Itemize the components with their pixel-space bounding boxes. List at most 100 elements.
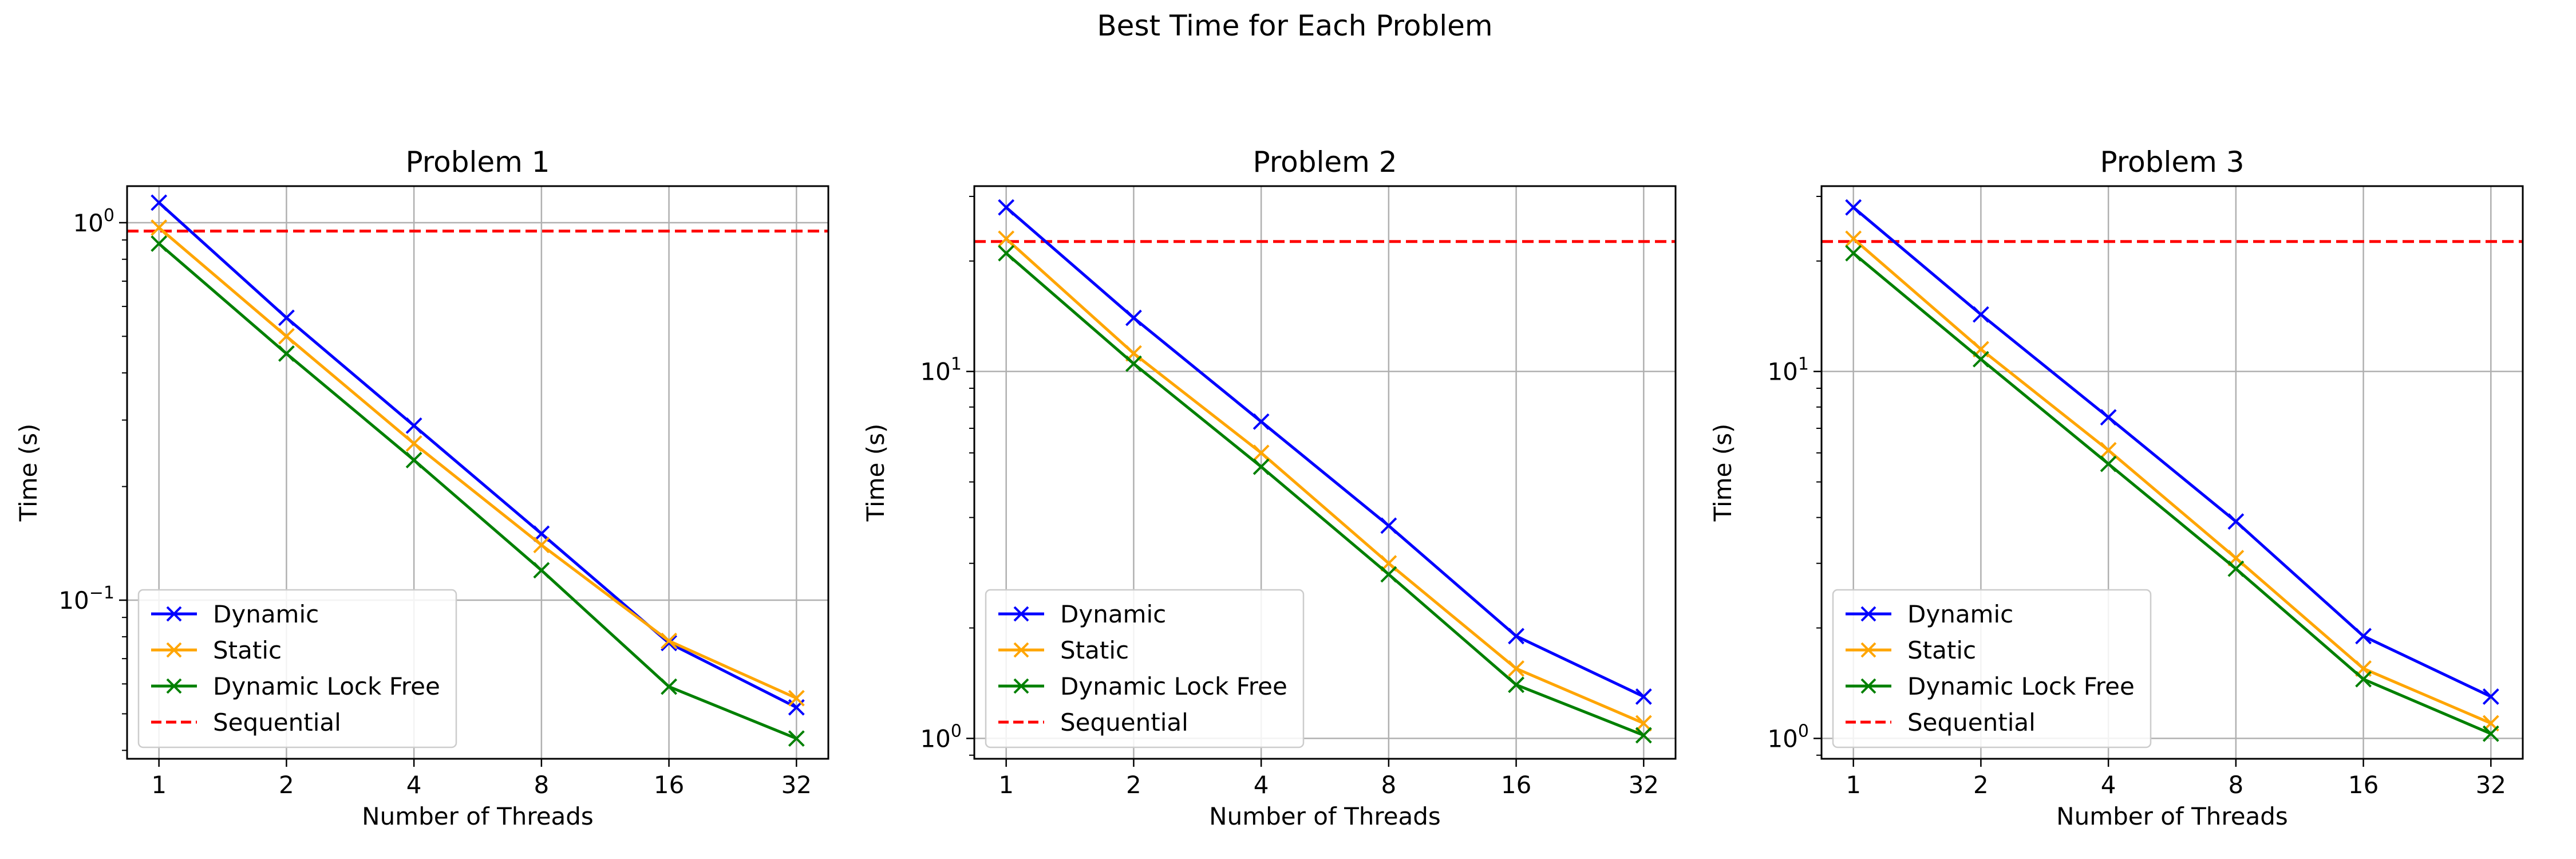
- y-tick-label: 100: [73, 206, 114, 237]
- series-line-dynamic: [1005, 206, 1645, 698]
- series-line-dynamic-lock-free: [1852, 252, 2492, 735]
- axes-frame: [973, 185, 1677, 760]
- data-point-marker: [1845, 230, 1862, 247]
- data-point-marker: [1972, 350, 1989, 368]
- data-point-marker: [151, 235, 168, 252]
- x-tick-label: 1: [1846, 771, 1861, 799]
- legend-label: Static: [213, 636, 282, 664]
- data-point-marker: [2355, 628, 2372, 645]
- legend-box: [137, 589, 457, 748]
- data-point-marker: [1845, 199, 1862, 216]
- y-axis-label: Time (s): [862, 424, 890, 522]
- y-axis-label: Time (s): [1709, 424, 1737, 522]
- axes-frame: [126, 185, 829, 760]
- data-point-marker: [405, 452, 422, 468]
- x-tick-label: 32: [2476, 771, 2506, 799]
- series-line-static: [1005, 238, 1645, 725]
- legend-marker: [166, 678, 182, 694]
- data-point-marker: [1253, 444, 1270, 462]
- data-point-marker: [2355, 671, 2372, 688]
- panel-title: Problem 1: [405, 145, 550, 179]
- data-point-marker: [2100, 442, 2117, 459]
- panel-title: Problem 3: [2100, 145, 2244, 179]
- data-point-marker: [2100, 409, 2117, 426]
- x-tick-label: 32: [1629, 771, 1659, 799]
- data-point-marker: [998, 245, 1015, 262]
- data-point-marker: [2100, 455, 2117, 472]
- legend-label: Sequential: [213, 708, 341, 736]
- data-point-marker: [405, 417, 422, 434]
- x-tick-label: 16: [654, 771, 684, 799]
- legend-label: Dynamic Lock Free: [1907, 672, 2135, 700]
- data-point-marker: [1845, 245, 1862, 262]
- legend: Dynamic Static Dynamic Lock Free Sequential: [1832, 589, 2152, 748]
- data-point-marker: [1508, 676, 1525, 693]
- y-tick-label: 101: [920, 354, 962, 386]
- data-point-marker: [788, 730, 805, 747]
- data-point-marker: [533, 562, 550, 579]
- data-point-marker: [788, 689, 805, 707]
- legend-label: Dynamic: [1060, 600, 1166, 628]
- data-point-marker: [1972, 306, 1989, 323]
- legend-label: Sequential: [1907, 708, 2036, 736]
- data-point-marker: [1253, 458, 1270, 475]
- legend: Dynamic Static Dynamic Lock Free Sequential: [137, 589, 457, 748]
- data-point-marker: [1635, 715, 1652, 732]
- data-point-marker: [151, 219, 168, 237]
- y-tick-label: 100: [1767, 721, 1809, 752]
- data-point-marker: [1635, 688, 1652, 705]
- data-point-marker: [405, 435, 422, 452]
- series-line-static: [1852, 238, 2492, 725]
- legend-label: Dynamic Lock Free: [213, 672, 440, 700]
- data-point-marker: [998, 230, 1015, 247]
- data-point-marker: [998, 199, 1015, 216]
- legend-label: Static: [1907, 636, 1976, 664]
- data-point-marker: [1253, 413, 1270, 430]
- y-tick-label: 10−1: [58, 583, 114, 614]
- y-axis-label: Time (s): [14, 424, 42, 522]
- data-point-marker: [1380, 566, 1397, 583]
- x-tick-label: 4: [1254, 771, 1269, 799]
- chart-panel-2: 1 2 4 8 16 32 101 100 Problem 2 Number of Threads…: [862, 145, 1677, 830]
- chart-panel-3: 1 2 4 8 16 32 101 100 Problem 3 Number of Threads…: [1709, 145, 2524, 830]
- x-tick-label: 4: [406, 771, 422, 799]
- x-tick-label: 1: [151, 771, 167, 799]
- x-axis-label: Number of Threads: [1209, 802, 1441, 830]
- chart-panel-1: 1 2 4 8 16 32 100 10−1 Problem 1 Number of Thread…: [14, 145, 829, 830]
- legend-marker: [1860, 642, 1876, 658]
- legend-marker: [1013, 678, 1029, 694]
- x-tick-label: 1: [998, 771, 1014, 799]
- data-point-marker: [1635, 727, 1652, 744]
- data-point-marker: [1508, 628, 1525, 645]
- legend: Dynamic Static Dynamic Lock Free Sequential: [985, 589, 1305, 748]
- x-tick-label: 8: [2228, 771, 2243, 799]
- y-tick-label: 101: [1767, 354, 1809, 386]
- series-line-dynamic-lock-free: [158, 242, 797, 740]
- x-tick-label: 2: [279, 771, 294, 799]
- x-tick-label: 4: [2101, 771, 2116, 799]
- legend-box: [1832, 589, 2152, 748]
- x-tick-label: 8: [1381, 771, 1396, 799]
- series-line-dynamic-lock-free: [1005, 252, 1645, 737]
- legend-marker: [1013, 606, 1029, 622]
- series-line-dynamic: [158, 202, 797, 709]
- data-point-marker: [1380, 517, 1397, 534]
- x-tick-label: 16: [1501, 771, 1531, 799]
- legend-label: Dynamic: [1907, 600, 2013, 628]
- legend-marker: [166, 606, 182, 622]
- data-point-marker: [533, 537, 550, 554]
- data-point-marker: [2227, 560, 2245, 577]
- x-axis-label: Number of Threads: [2056, 802, 2288, 830]
- data-point-marker: [2227, 513, 2245, 530]
- y-tick-label: 100: [920, 721, 962, 752]
- legend-marker: [1013, 642, 1029, 658]
- x-tick-label: 2: [1973, 771, 1989, 799]
- legend-box: [985, 589, 1305, 748]
- x-tick-label: 32: [781, 771, 812, 799]
- legend-marker: [166, 642, 182, 658]
- x-tick-label: 16: [2348, 771, 2379, 799]
- x-tick-label: 8: [534, 771, 549, 799]
- legend-marker: [1860, 606, 1876, 622]
- data-point-marker: [1125, 309, 1142, 326]
